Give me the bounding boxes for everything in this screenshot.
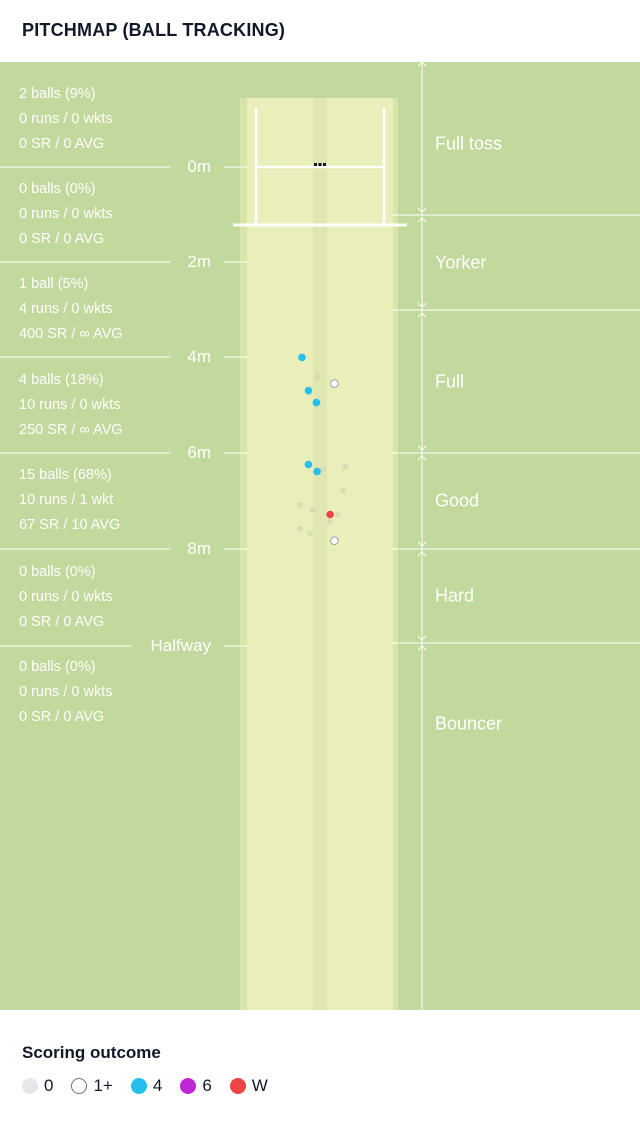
- ball-points: [297, 353, 349, 546]
- zone-stats-hard: 15 balls (68%) 10 runs / 1 wkt 67 SR / 1…: [19, 463, 120, 538]
- distance-label-0m: 0m: [187, 157, 211, 176]
- zone-runs: 0 runs / 0 wkts: [19, 589, 113, 605]
- legend-swatch-dot: [22, 1078, 38, 1094]
- legend-title: Scoring outcome: [22, 1043, 161, 1062]
- zone-balls: 15 balls (68%): [19, 467, 112, 483]
- legend-swatch-runs: [71, 1078, 88, 1094]
- stumps-icon: [314, 163, 326, 166]
- ball-point: [315, 373, 321, 380]
- zone-sr-avg: 67 SR / 10 AVG: [19, 517, 121, 533]
- ball-point: [342, 464, 349, 470]
- zone-sr-avg: 400 SR / ∞ AVG: [19, 326, 123, 342]
- ball-point: [327, 518, 333, 525]
- legend-label: 0: [44, 1076, 54, 1095]
- ball-point: [298, 353, 306, 362]
- distance-label-4m: 4m: [187, 347, 211, 366]
- ball-point: [340, 487, 346, 494]
- ball-point: [312, 398, 321, 407]
- legend-item-wicket: W: [229, 1076, 268, 1096]
- legend-label: W: [251, 1076, 268, 1095]
- ball-point: [307, 530, 313, 537]
- zone-stats-good: 4 balls (18%) 10 runs / 0 wkts 250 SR / …: [19, 368, 123, 443]
- ball-point: [335, 511, 341, 518]
- ball-point: [313, 467, 321, 476]
- zone-name-hard: Hard: [435, 585, 475, 606]
- zone-stats-full: 1 ball (5%) 4 runs / 0 wkts 400 SR / ∞ A…: [19, 272, 123, 347]
- zone-arrow-icon: [417, 217, 427, 223]
- zone-balls: 2 balls (9%): [19, 86, 96, 102]
- zone-balls: 1 ball (5%): [19, 276, 89, 292]
- zone-stats-full-toss: 2 balls (9%) 0 runs / 0 wkts 0 SR / 0 AV…: [19, 82, 112, 157]
- zone-balls: 0 balls (0%): [19, 564, 96, 580]
- zone-name-full: Full: [435, 371, 465, 392]
- legend-swatch-six: [180, 1078, 197, 1094]
- zone-arrow-icon: [417, 312, 427, 318]
- ball-point: [310, 506, 316, 513]
- zone-runs: 4 runs / 0 wkts: [19, 301, 113, 317]
- legend-label: 1+: [93, 1076, 113, 1095]
- zone-stats-bouncer: 0 balls (0%) 0 runs / 0 wkts 0 SR / 0 AV…: [19, 655, 112, 730]
- zone-sr-avg: 250 SR / ∞ AVG: [19, 422, 123, 438]
- ball-point: [297, 526, 303, 532]
- zone-runs: 10 runs / 1 wkt: [19, 492, 114, 508]
- ball-point: [304, 386, 313, 395]
- zone-arrow-icon: [417, 455, 427, 461]
- ball-point: [330, 379, 339, 388]
- zone-arrow-icon: [417, 445, 427, 451]
- crease-markings: [233, 108, 407, 227]
- zone-dividers-right: [393, 214, 640, 644]
- distance-label-2m: 2m: [187, 252, 211, 271]
- zone-balls: 0 balls (0%): [19, 181, 96, 197]
- zone-sr-avg: 0 SR / 0 AVG: [19, 231, 105, 247]
- ball-point: [330, 536, 339, 546]
- legend-item-six: 6: [180, 1076, 212, 1096]
- ball-point: [297, 502, 303, 508]
- pitch-center-strip: [313, 98, 327, 1010]
- zone-arrow-icon: [417, 302, 427, 308]
- zone-name-full-toss: Full toss: [435, 133, 503, 154]
- distance-label-6m: 6m: [187, 443, 211, 462]
- zone-balls: 0 balls (0%): [19, 659, 96, 675]
- zone-name-good: Good: [435, 490, 480, 511]
- zone-sr-avg: 0 SR / 0 AVG: [19, 136, 105, 152]
- zone-arrow-icon: [417, 551, 427, 557]
- ball-point: [320, 466, 327, 473]
- zone-balls: 4 balls (18%): [19, 372, 104, 388]
- ball-point: [304, 460, 313, 469]
- zone-dividers-left: [0, 166, 247, 647]
- page-title: PITCHMAP (BALL TRACKING): [22, 20, 286, 40]
- legend: 0 1+ 4 6 W: [22, 1076, 286, 1096]
- distance-label-halfway: Halfway: [150, 636, 211, 655]
- zone-arrow-icon: [417, 645, 427, 651]
- zone-arrow-icon: [417, 207, 427, 213]
- zone-runs: 10 runs / 0 wkts: [19, 397, 121, 413]
- zone-range-arrows: [417, 61, 427, 651]
- legend-swatch-four: [130, 1078, 147, 1094]
- legend-swatch-wicket: [229, 1078, 246, 1094]
- legend-item-four: 4: [130, 1076, 163, 1096]
- zone-runs: 0 runs / 0 wkts: [19, 206, 113, 222]
- zone-name-bouncer: Bouncer: [435, 713, 503, 734]
- ball-point: [326, 510, 334, 519]
- distance-label-8m: 8m: [187, 539, 211, 558]
- zone-sr-avg: 0 SR / 0 AVG: [19, 709, 105, 725]
- legend-item-runs: 1+: [71, 1076, 113, 1096]
- legend-label: 4: [152, 1076, 163, 1095]
- zone-name-yorker: Yorker: [435, 252, 487, 273]
- zone-runs: 0 runs / 0 wkts: [19, 684, 113, 700]
- legend-item-dot: 0: [22, 1076, 53, 1096]
- zone-runs: 0 runs / 0 wkts: [19, 111, 113, 127]
- legend-label: 6: [202, 1076, 212, 1095]
- zone-arrow-icon: [417, 541, 427, 547]
- zone-arrow-icon: [417, 635, 427, 641]
- zone-arrow-icon: [417, 61, 427, 67]
- zone-stats-short: 0 balls (0%) 0 runs / 0 wkts 0 SR / 0 AV…: [19, 560, 112, 635]
- zone-sr-avg: 0 SR / 0 AVG: [19, 614, 105, 630]
- zone-stats-yorker: 0 balls (0%) 0 runs / 0 wkts 0 SR / 0 AV…: [19, 177, 112, 252]
